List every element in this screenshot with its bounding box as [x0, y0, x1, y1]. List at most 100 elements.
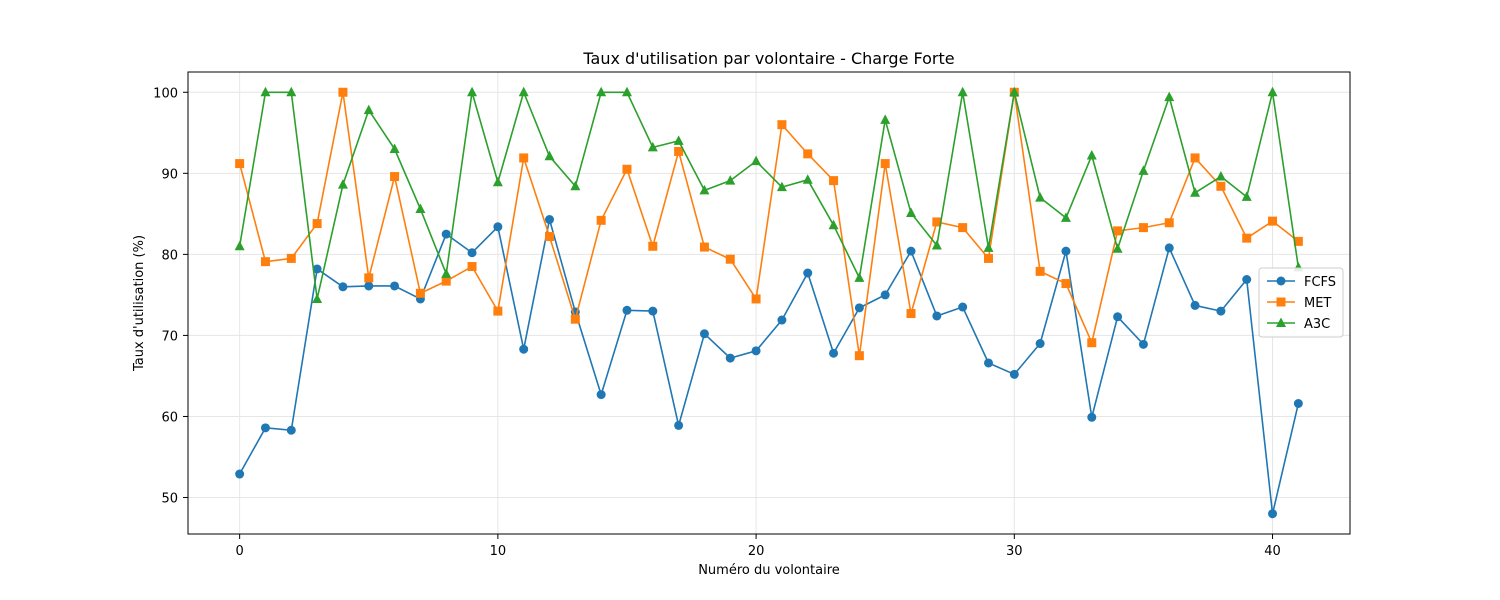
- data-point-fcfs: [519, 344, 529, 354]
- data-point-a3c: [1138, 165, 1149, 175]
- data-point-met: [932, 217, 942, 227]
- data-point-a3c: [1241, 191, 1252, 201]
- data-point-fcfs: [777, 315, 787, 325]
- data-point-met: [467, 262, 477, 272]
- legend-item-met: MET: [1267, 296, 1331, 311]
- data-point-met: [958, 223, 968, 233]
- legend-item-fcfs: FCFS: [1267, 275, 1336, 290]
- data-point-a3c: [312, 293, 323, 303]
- data-point-a3c: [854, 272, 865, 282]
- data-point-a3c: [1190, 187, 1201, 197]
- data-point-fcfs: [1164, 243, 1174, 253]
- data-point-a3c: [467, 86, 478, 97]
- data-point-fcfs: [906, 246, 916, 256]
- series-a3c: [234, 86, 1304, 303]
- x-tick-label: 20: [748, 544, 765, 559]
- data-point-fcfs: [1190, 300, 1200, 310]
- data-point-a3c: [1060, 212, 1071, 222]
- legend: FCFS MET A3C: [1258, 267, 1344, 338]
- data-point-a3c: [337, 179, 348, 189]
- chart-title: Taux d'utilisation par volontaire - Char…: [582, 49, 954, 68]
- data-point-a3c: [1267, 86, 1278, 97]
- data-point-met: [1087, 338, 1097, 348]
- data-point-met: [1190, 153, 1200, 163]
- data-point-a3c: [751, 155, 762, 166]
- data-point-a3c: [1086, 149, 1097, 160]
- data-point-met: [1268, 216, 1278, 226]
- data-point-met: [880, 159, 890, 169]
- data-point-fcfs: [751, 346, 761, 356]
- data-point-met: [854, 351, 864, 361]
- data-point-a3c: [1112, 243, 1123, 253]
- data-point-fcfs: [1216, 306, 1226, 316]
- legend-swatch-marker: [1276, 297, 1286, 307]
- data-point-a3c: [931, 239, 942, 250]
- data-point-met: [1035, 266, 1045, 276]
- x-axis-title: Numéro du volontaire: [698, 563, 840, 578]
- data-point-met: [1164, 218, 1174, 228]
- data-point-met: [493, 306, 503, 316]
- y-tick-label: 90: [161, 167, 178, 182]
- data-point-a3c: [880, 114, 891, 124]
- data-point-met: [1216, 181, 1226, 191]
- x-tick-label: 40: [1264, 544, 1281, 559]
- data-point-met: [803, 149, 813, 159]
- data-point-fcfs: [725, 353, 735, 363]
- data-point-a3c: [673, 135, 684, 145]
- data-point-met: [751, 294, 761, 304]
- legend-item-a3c: A3C: [1267, 317, 1330, 332]
- data-point-met: [596, 215, 606, 225]
- data-point-fcfs: [1268, 509, 1278, 519]
- data-point-met: [312, 219, 322, 229]
- series-met: [235, 87, 1303, 361]
- y-tick-label: 100: [153, 86, 178, 101]
- plot-frame: [187, 71, 1351, 535]
- x-tick-label: 0: [236, 544, 244, 559]
- data-point-met: [829, 176, 839, 186]
- series-group: [234, 86, 1304, 519]
- data-point-met: [286, 253, 296, 263]
- data-point-a3c: [828, 219, 839, 230]
- data-point-a3c: [983, 242, 994, 252]
- data-point-fcfs: [441, 229, 451, 239]
- data-point-fcfs: [1087, 412, 1097, 422]
- data-point-fcfs: [622, 305, 632, 315]
- data-point-fcfs: [493, 222, 503, 232]
- data-point-met: [364, 273, 374, 283]
- data-point-a3c: [234, 240, 245, 251]
- legend-label: FCFS: [1304, 275, 1336, 290]
- data-point-met: [338, 87, 348, 97]
- data-point-fcfs: [338, 282, 348, 292]
- data-point-fcfs: [390, 281, 400, 291]
- axis-ticks: 0 10 20 30 40 50 60 70 80 90 100: [153, 86, 1281, 559]
- legend-label: MET: [1304, 296, 1331, 311]
- data-point-a3c: [776, 181, 787, 192]
- data-point-fcfs: [829, 348, 839, 358]
- data-point-a3c: [957, 86, 968, 97]
- data-point-met: [648, 241, 658, 251]
- data-point-met: [545, 232, 555, 242]
- data-point-met: [1113, 226, 1123, 236]
- data-point-met: [906, 309, 916, 319]
- data-point-a3c: [621, 86, 632, 97]
- data-point-a3c: [1164, 91, 1175, 102]
- data-point-met: [1138, 223, 1148, 233]
- data-point-fcfs: [1061, 246, 1071, 256]
- legend-swatch-marker: [1276, 276, 1286, 286]
- data-point-fcfs: [932, 311, 942, 321]
- data-point-fcfs: [1242, 274, 1252, 284]
- data-point-met: [674, 146, 684, 156]
- data-point-fcfs: [235, 469, 245, 479]
- data-point-a3c: [363, 104, 374, 115]
- data-point-a3c: [906, 207, 917, 218]
- data-point-fcfs: [958, 302, 968, 312]
- data-point-fcfs: [803, 268, 813, 278]
- data-point-fcfs: [286, 425, 296, 435]
- series-line-a3c: [238, 91, 1300, 300]
- data-point-met: [260, 257, 270, 267]
- data-point-met: [1061, 279, 1071, 289]
- data-point-a3c: [441, 268, 452, 278]
- x-tick-label: 30: [1006, 544, 1023, 559]
